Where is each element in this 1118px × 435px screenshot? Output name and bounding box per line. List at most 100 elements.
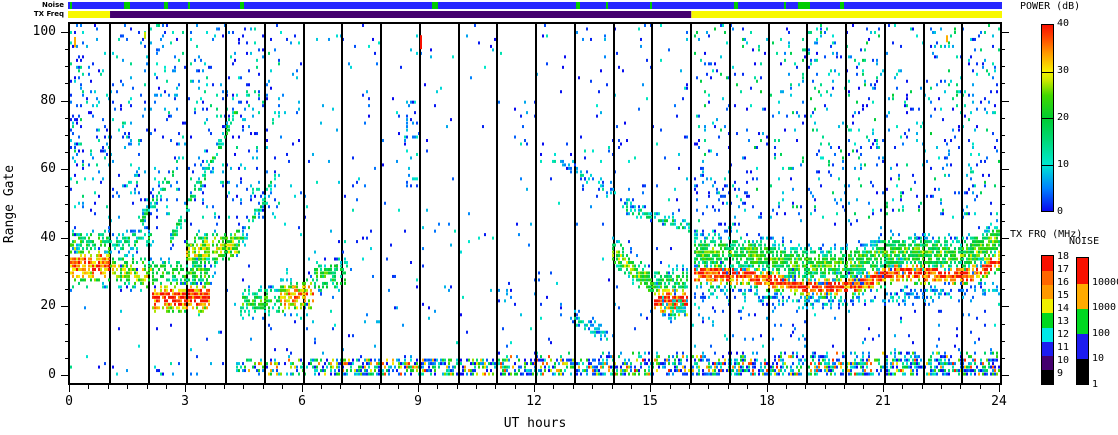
x-tick — [612, 385, 613, 389]
tx-frq-colorbar-segment — [1042, 355, 1053, 371]
y-tick-right — [1001, 306, 1009, 307]
x-tick — [863, 385, 864, 389]
y-tick-right — [1001, 66, 1005, 67]
x-tick — [573, 385, 574, 389]
x-tick — [127, 385, 128, 389]
y-tick-right — [1001, 324, 1005, 325]
x-tick — [147, 385, 148, 389]
noise-colorbar-tick-label: 1 — [1092, 379, 1099, 390]
x-tick — [708, 385, 709, 389]
x-tick — [553, 385, 554, 389]
x-tick — [302, 385, 303, 392]
x-tick — [825, 385, 826, 389]
tx-frq-colorbar-title: TX FRQ (MHz) — [1010, 229, 1083, 240]
tx-frq-colorbar-tick-label: 10 — [1057, 355, 1070, 366]
power-colorbar-divider — [1042, 72, 1053, 73]
tx-frq-colorbar-segment — [1042, 369, 1053, 385]
x-tick-label: 6 — [298, 394, 306, 409]
x-tick — [941, 385, 942, 389]
tx-frq-colorbar-segment — [1042, 298, 1053, 314]
x-tick-label: 12 — [526, 394, 542, 409]
noise-strip-label: Noise — [42, 1, 64, 9]
y-tick-right — [1001, 101, 1009, 102]
y-tick-left — [65, 152, 69, 153]
y-tick-right — [1001, 49, 1005, 50]
x-tick — [495, 385, 496, 389]
y-tick-left — [65, 289, 69, 290]
tx-frq-colorbar-segment — [1042, 327, 1053, 342]
y-tick-left — [65, 135, 69, 136]
noise-colorbar-segment — [1077, 258, 1088, 284]
y-tick-left — [61, 32, 69, 33]
x-tick-label: 3 — [181, 394, 189, 409]
x-tick-label: 9 — [414, 394, 422, 409]
power-colorbar-divider — [1042, 165, 1053, 166]
noise-colorbar-segment — [1077, 358, 1088, 385]
power-colorbar-tick-label: 20 — [1057, 112, 1070, 123]
noise-colorbar-tick-label: 10 — [1092, 353, 1105, 364]
y-tick-right — [1001, 289, 1005, 290]
x-tick — [747, 385, 748, 389]
y-tick-left — [61, 101, 69, 102]
y-tick-left — [65, 272, 69, 273]
x-tick — [786, 385, 787, 389]
tx-frq-colorbar-segment — [1042, 312, 1053, 328]
noise-strip — [68, 2, 1002, 9]
x-tick — [515, 385, 516, 389]
x-tick — [650, 385, 651, 392]
noise-colorbar-title: NOISE — [1069, 236, 1100, 247]
x-tick-label: 0 — [65, 394, 73, 409]
y-tick-label: 80 — [40, 93, 56, 108]
y-tick-label: 20 — [40, 298, 56, 313]
power-colorbar-tick-label: 40 — [1057, 18, 1070, 29]
y-tick-right — [1001, 358, 1005, 359]
y-tick-right — [1001, 255, 1005, 256]
x-tick — [476, 385, 477, 389]
y-tick-right — [1001, 341, 1005, 342]
x-tick — [166, 385, 167, 389]
tx-frq-colorbar-tick-label: 13 — [1057, 316, 1070, 327]
y-tick-right — [1001, 186, 1005, 187]
y-tick-left — [65, 221, 69, 222]
tx-frq-colorbar-tick-label: 14 — [1057, 303, 1070, 314]
x-tick — [999, 385, 1000, 392]
power-colorbar-title: POWER (dB) — [1020, 1, 1081, 12]
x-tick — [360, 385, 361, 389]
y-tick-right — [1001, 272, 1005, 273]
power-colorbar — [1041, 24, 1054, 212]
tx-frq-colorbar-segment — [1042, 256, 1053, 271]
y-tick-left — [61, 238, 69, 239]
x-tick — [437, 385, 438, 389]
y-tick-right — [1001, 135, 1005, 136]
y-tick-left — [61, 306, 69, 307]
y-tick-left — [65, 358, 69, 359]
noise-colorbar-tick-label: 10000 — [1092, 277, 1118, 288]
x-tick — [805, 385, 806, 389]
x-tick — [670, 385, 671, 389]
y-tick-left — [65, 341, 69, 342]
tx-frq-colorbar-segment — [1042, 284, 1053, 300]
rti-heatmap-canvas — [68, 22, 1002, 385]
y-tick-label: 60 — [40, 161, 56, 176]
tx-frq-colorbar — [1041, 255, 1054, 385]
x-tick — [883, 385, 884, 392]
noise-colorbar-segment — [1077, 333, 1088, 360]
x-tick — [185, 385, 186, 392]
tx-freq-strip-label: TX Freq — [33, 10, 64, 18]
y-tick-right — [1001, 221, 1005, 222]
power-colorbar-tick-label: 10 — [1057, 159, 1070, 170]
y-tick-label: 0 — [48, 367, 56, 382]
noise-colorbar-segment — [1077, 283, 1088, 309]
x-tick-label: 21 — [875, 394, 891, 409]
y-axis-title: Range Gate — [2, 164, 17, 244]
tx-frq-colorbar-tick-label: 18 — [1057, 251, 1070, 262]
noise-colorbar-tick-label: 1000 — [1092, 302, 1117, 313]
y-tick-right — [1001, 118, 1005, 119]
noise-colorbar-tick-label: 100 — [1092, 328, 1111, 339]
x-tick — [108, 385, 109, 389]
x-tick — [398, 385, 399, 389]
x-tick — [592, 385, 593, 389]
tx-frq-colorbar-tick-label: 9 — [1057, 368, 1064, 379]
x-tick-label: 15 — [642, 394, 658, 409]
